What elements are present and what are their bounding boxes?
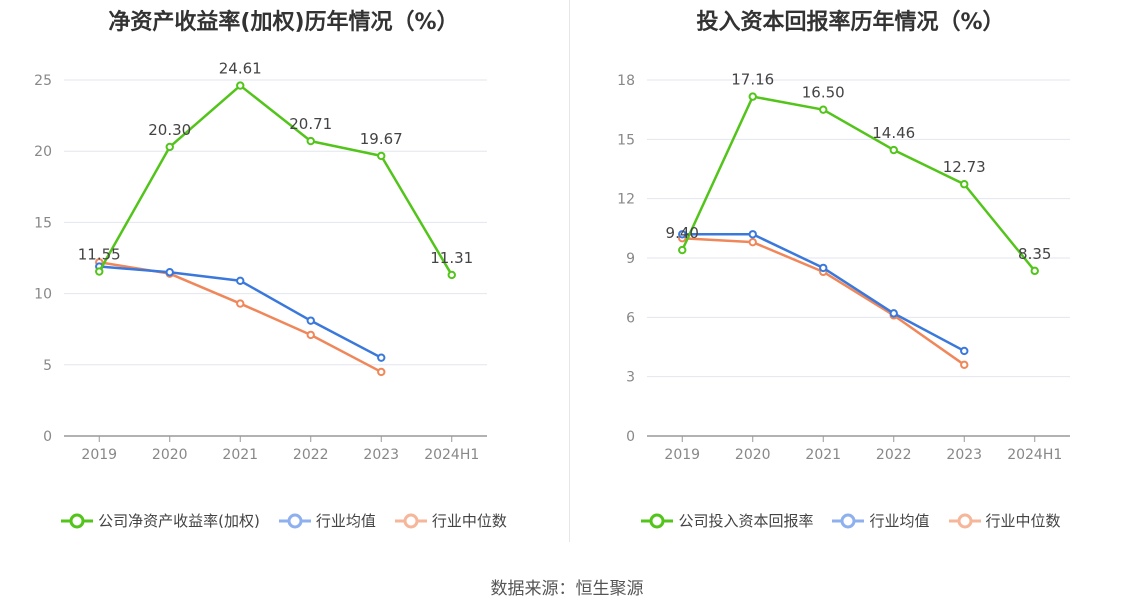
roe-line-chart: 0 5 10 15 20 25 2019 2020 2021 2022 2023 2024H1 11.5…	[34, 60, 487, 463]
y-tick-label: 15	[617, 132, 635, 148]
roe-chart-panel: 净资产收益率(加权)历年情况（%） 0 5 10 15 20 25 2019 2020 2021…	[0, 0, 567, 560]
series-line	[682, 233, 965, 353]
data-label: 16.50	[802, 84, 845, 102]
y-tick-label: 10	[34, 287, 52, 303]
x-tick-label: 2019	[664, 447, 700, 463]
series-line	[682, 236, 965, 366]
y-tick-label: 0	[626, 429, 635, 445]
data-label: 20.71	[289, 115, 332, 133]
y-tick-label: 5	[43, 358, 52, 374]
x-tick-label: 2021	[805, 447, 841, 463]
series-line	[681, 95, 1036, 272]
legend-item-company-roic[interactable]: 公司投入资本回报率	[640, 510, 813, 531]
data-label: 9.40	[666, 224, 699, 242]
legend-line-marker-icon	[948, 513, 981, 528]
legend-label: 行业中位数	[985, 512, 1061, 530]
legend-item-industry-median[interactable]: 行业中位数	[948, 510, 1061, 531]
x-tick-label: 2023	[946, 447, 982, 463]
data-point	[960, 180, 969, 189]
data-point	[889, 145, 898, 155]
x-tick-label: 2020	[152, 447, 188, 463]
x-tick-label: 2022	[876, 447, 912, 463]
x-tick-label: 2021	[222, 447, 258, 463]
data-label: 17.16	[731, 71, 774, 89]
data-point	[377, 367, 386, 377]
data-point	[95, 267, 104, 276]
legend-line-marker-icon	[641, 513, 674, 528]
data-point	[678, 230, 687, 239]
data-label: 11.55	[78, 246, 121, 264]
data-point	[889, 309, 898, 318]
legend-label: 公司投入资本回报率	[678, 512, 814, 530]
legend-item-industry-avg[interactable]: 行业均值	[278, 510, 376, 531]
data-point	[960, 346, 969, 356]
data-point	[306, 316, 315, 325]
data-label: 11.31	[430, 249, 473, 267]
data-point	[306, 330, 315, 340]
data-point	[1030, 266, 1039, 276]
data-label: 12.73	[943, 158, 986, 176]
x-tick-label: 2024H1	[424, 447, 479, 463]
roic-chart-title: 投入资本回报率历年情况（%）	[696, 10, 1005, 35]
y-tick-label: 25	[34, 73, 52, 89]
legend-item-industry-median[interactable]: 行业中位数	[394, 510, 507, 531]
x-tick-label: 2023	[363, 447, 399, 463]
roic-line-chart: 0 3 6 9 12 15 18 2019 2020 2021 2022 2023 2024H1 9.40…	[617, 71, 1070, 463]
legend-line-marker-icon	[832, 513, 865, 528]
legend-item-company-roe[interactable]: 公司净资产收益率(加权)	[60, 510, 260, 531]
data-point	[377, 151, 386, 161]
legend-line-marker-icon	[61, 513, 94, 528]
data-point	[236, 299, 245, 308]
data-point	[678, 245, 687, 255]
y-tick-label: 3	[626, 370, 635, 386]
data-point	[236, 276, 245, 285]
panel-divider	[569, 0, 570, 542]
data-point	[748, 237, 757, 247]
y-tick-label: 20	[34, 144, 52, 160]
data-point	[165, 142, 174, 152]
legend-item-industry-avg[interactable]: 行业均值	[831, 510, 930, 531]
data-point	[236, 81, 245, 90]
roic-chart-panel: 投入资本回报率历年情况（%） 0 3 6 9 12 15 18 2019 2020 2021 202…	[567, 0, 1134, 560]
data-label: 14.46	[872, 124, 915, 142]
data-label: 8.35	[1018, 245, 1051, 263]
x-tick-label: 2020	[735, 447, 771, 463]
y-tick-label: 0	[43, 429, 52, 445]
data-point	[748, 230, 757, 239]
y-tick-label: 18	[617, 73, 635, 89]
data-point	[447, 270, 456, 280]
legend-label: 行业均值	[315, 512, 376, 530]
legend-line-marker-icon	[278, 513, 311, 528]
data-label: 24.61	[219, 60, 262, 78]
legend-label: 公司净资产收益率(加权)	[98, 512, 260, 530]
y-tick-label: 9	[626, 251, 635, 267]
y-tick-label: 6	[626, 310, 635, 326]
roe-chart-title: 净资产收益率(加权)历年情况（%）	[108, 10, 459, 35]
y-tick-label: 15	[34, 215, 52, 231]
data-point	[819, 263, 828, 273]
x-tick-label: 2022	[293, 447, 329, 463]
data-point	[165, 268, 174, 277]
legend-label: 行业中位数	[431, 512, 507, 530]
x-tick-label: 2019	[81, 447, 117, 463]
legend-line-marker-icon	[394, 513, 427, 528]
roic-legend: 公司投入资本回报率 行业均值 行业中位数	[567, 510, 1134, 531]
data-label: 19.67	[360, 130, 403, 148]
data-point	[377, 353, 386, 362]
series-line	[98, 84, 453, 276]
data-source-note: 数据来源：恒生聚源	[490, 579, 644, 599]
data-point	[819, 105, 828, 114]
y-tick-label: 12	[617, 192, 635, 208]
roe-legend: 公司净资产收益率(加权) 行业均值 行业中位数	[0, 510, 567, 531]
data-point	[306, 136, 315, 146]
legend-label: 行业均值	[869, 512, 930, 530]
data-point	[748, 92, 757, 101]
x-tick-label: 2024H1	[1007, 447, 1062, 463]
data-point	[960, 360, 969, 369]
data-label: 20.30	[148, 121, 191, 139]
